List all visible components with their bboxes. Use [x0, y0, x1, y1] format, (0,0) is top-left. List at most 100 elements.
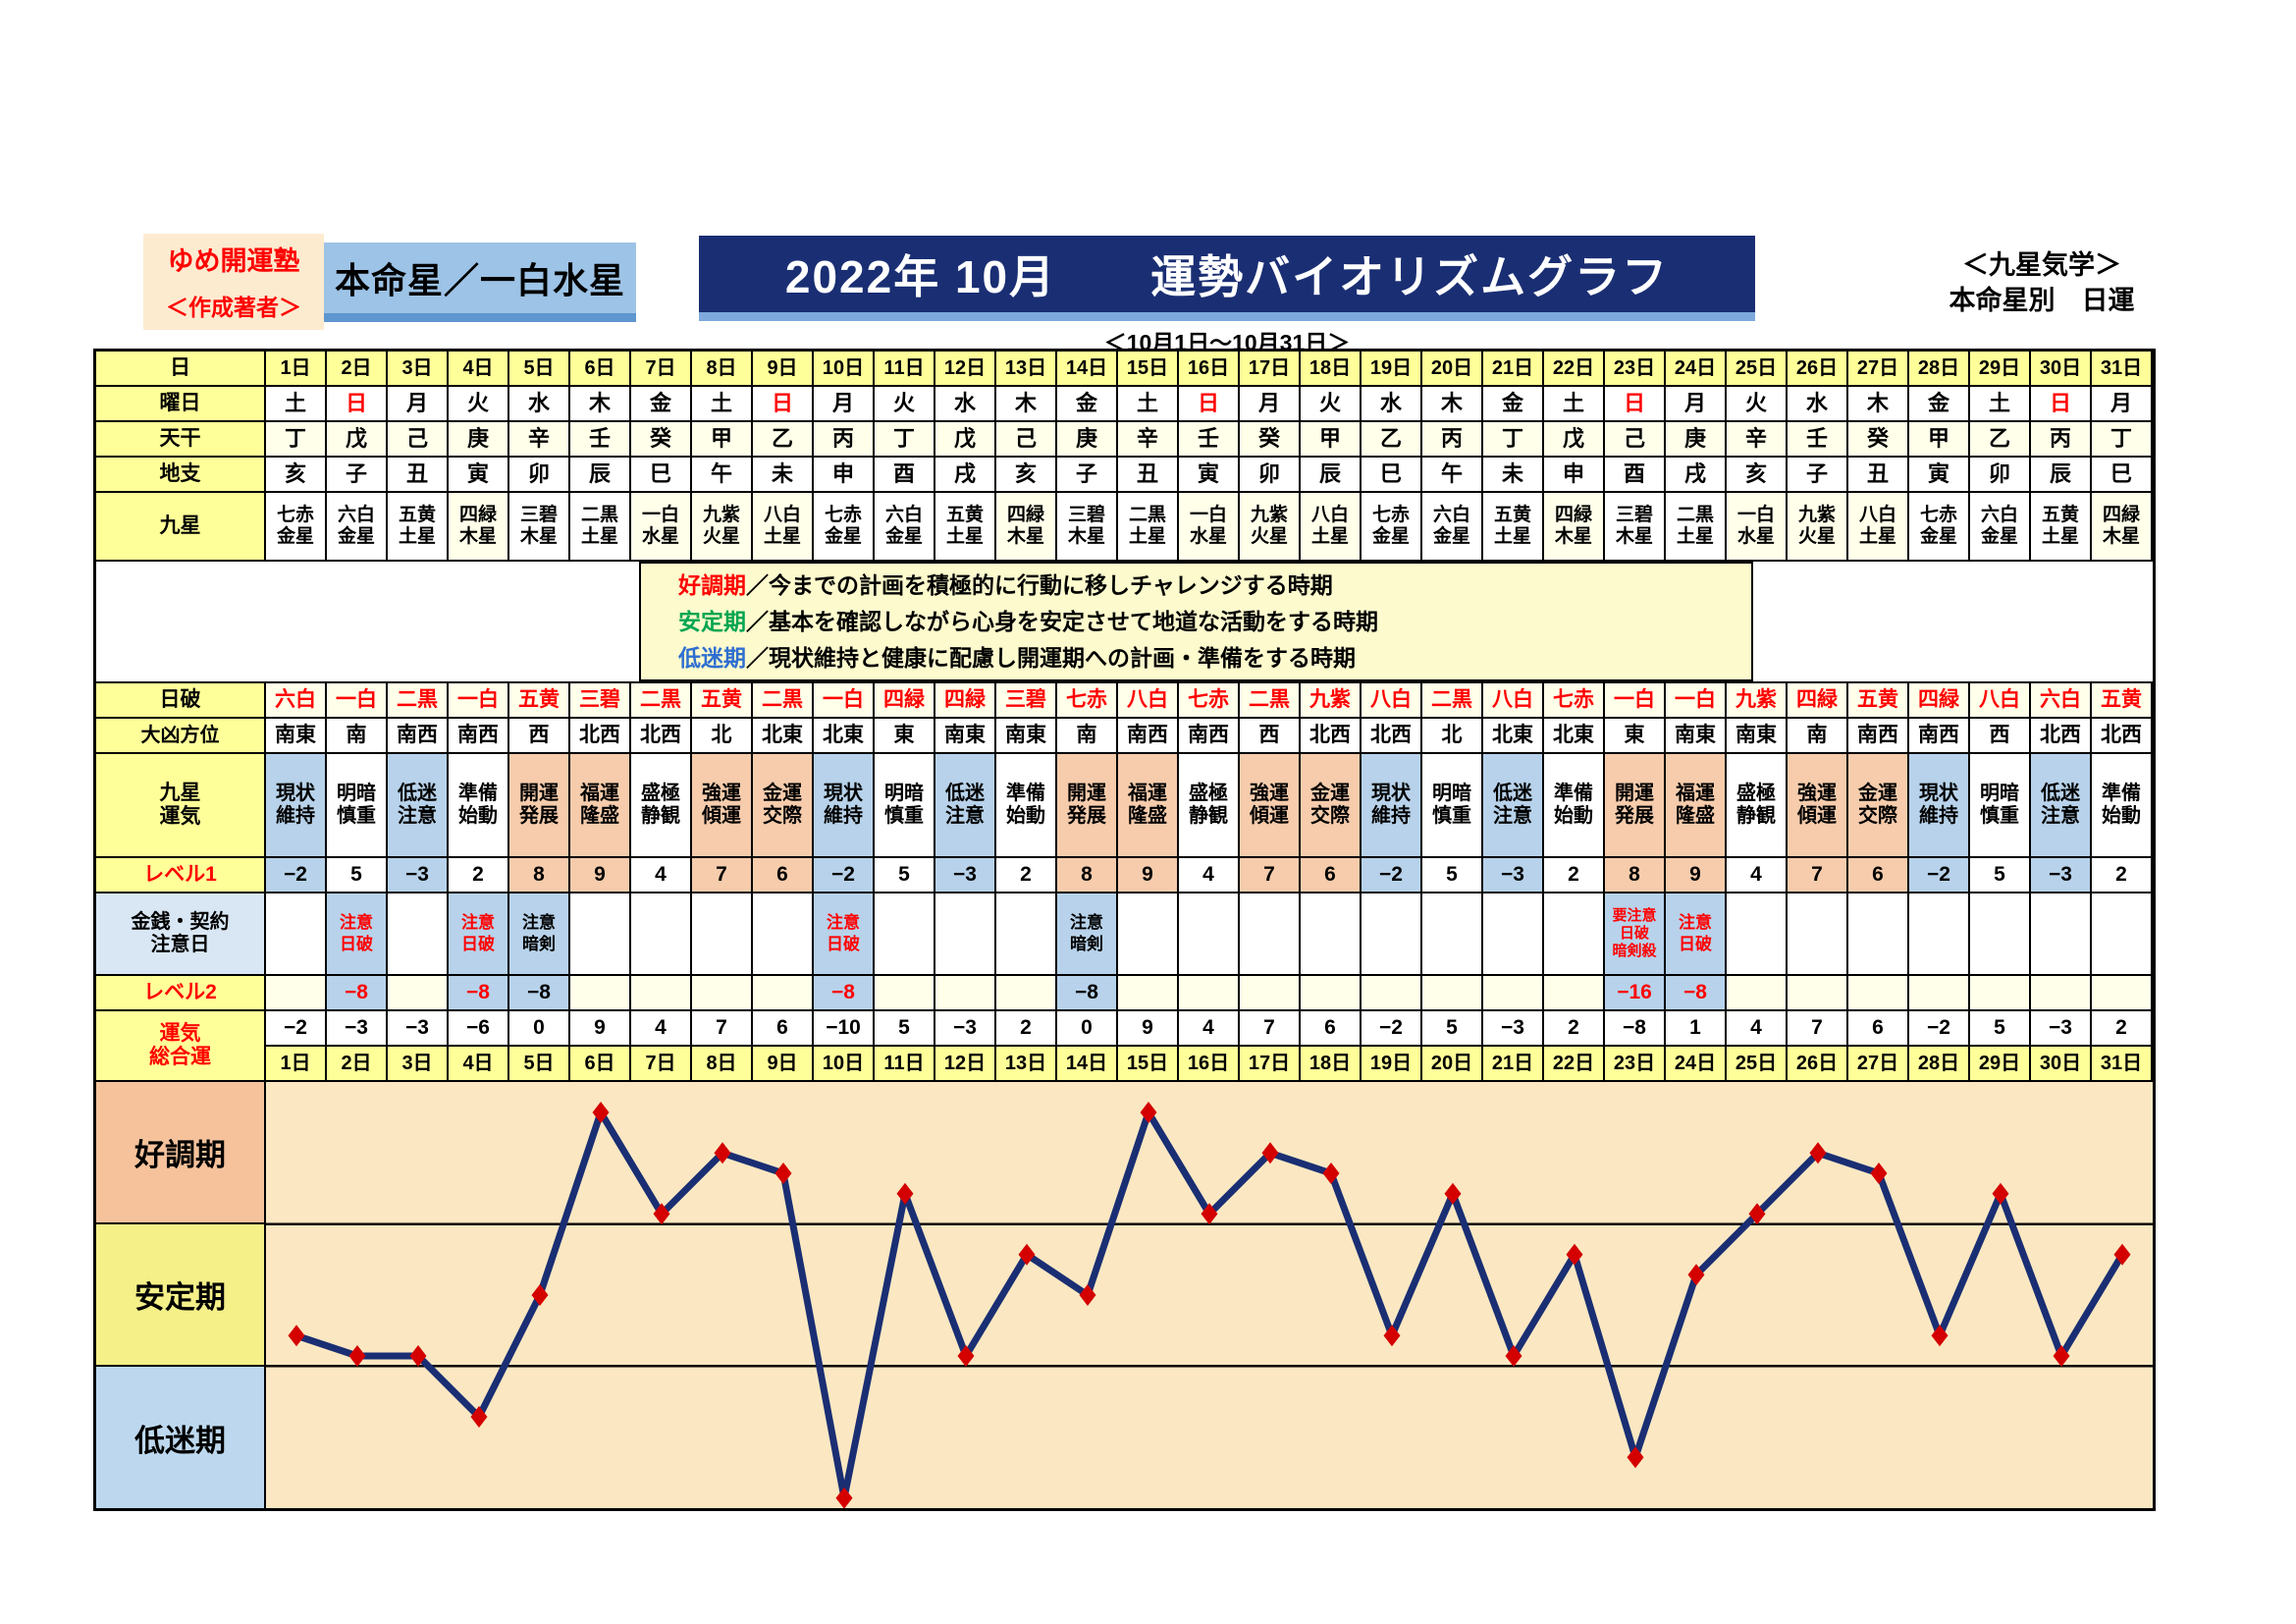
total-date-cell: 20日	[1422, 1047, 1483, 1082]
caution-cell	[1483, 893, 1544, 976]
star-cell: 四緑 木星	[996, 493, 1057, 562]
level2-cell: −8	[449, 976, 509, 1011]
nichiha-cell: 一白	[1605, 683, 1666, 719]
stem-cell: 乙	[1362, 422, 1422, 458]
level1-cell: 5	[875, 858, 935, 893]
caution-cell: 注意 日破	[449, 893, 509, 976]
total-date-cell: 17日	[1240, 1047, 1301, 1082]
fortune-cell: 開運 発展	[1057, 754, 1118, 858]
level1-cell: 5	[1422, 858, 1483, 893]
direction-cell: 東	[1605, 719, 1666, 754]
caution-cell	[875, 893, 935, 976]
nichiha-cell: 八白	[1970, 683, 2031, 719]
branch-cell: 寅	[449, 458, 509, 493]
caution-cell: 注意 暗剣	[509, 893, 570, 976]
caution-cell	[1301, 893, 1362, 976]
chart-marker	[1809, 1142, 1827, 1164]
row-stem: 天干 丁戊己庚辛壬癸甲乙丙丁戊己庚辛壬癸甲乙丙丁戊己庚辛壬癸甲乙丙丁	[96, 422, 2153, 458]
day-date-cell: 9日	[753, 352, 814, 387]
nichiha-cell: 四緑	[935, 683, 996, 719]
legend-line: 低迷期／現状維持と健康に配慮し開運期への計画・準備をする時期	[678, 640, 1751, 677]
branch-cell: 戌	[1666, 458, 1727, 493]
branch-cell: 申	[1544, 458, 1605, 493]
star-cell: 三碧 木星	[1605, 493, 1666, 562]
chart-marker	[348, 1345, 366, 1367]
level1-cell: −3	[1483, 858, 1544, 893]
weekday-cell: 土	[1118, 387, 1179, 422]
direction-cell: 西	[1240, 719, 1301, 754]
row-fortune: 九星 運気 現状 維持 明暗 慎重 低迷 注意 準備 始動 開運 発展 福運 隆盛 盛極 静…	[96, 754, 2153, 858]
row-star: 九星 七赤 金星 六白 金星 五黄 土星 四緑 木星 三碧 木星 二黒 土星 一白 水星 九紫…	[96, 493, 2153, 562]
nichiha-cell: 二黒	[1422, 683, 1483, 719]
total-date-cell: 5日	[509, 1047, 570, 1082]
weekday-cell: 火	[449, 387, 509, 422]
row-label-weekday: 曜日	[96, 387, 266, 422]
branch-cell: 丑	[1848, 458, 1909, 493]
total-date-cell: 24日	[1666, 1047, 1727, 1082]
nichiha-cell: 一白	[327, 683, 388, 719]
nichiha-cell: 四緑	[1909, 683, 1970, 719]
total-date-cell: 7日	[631, 1047, 692, 1082]
day-date-cell: 6日	[570, 352, 631, 387]
day-date-cell: 28日	[1909, 352, 1970, 387]
row-direction: 大凶方位 南東南南西 南西西北西 北西北北東 北東東南東 南東南南西 南西西北西 北西北北東…	[96, 719, 2153, 754]
star-cell: 五黄 土星	[1483, 493, 1544, 562]
weekday-cell: 金	[1057, 387, 1118, 422]
fortune-cell: 金運 交際	[1301, 754, 1362, 858]
star-cell: 七赤 金星	[1909, 493, 1970, 562]
star-cell: 二黒 土星	[570, 493, 631, 562]
level1-cell: −2	[266, 858, 327, 893]
day-date-cell: 19日	[1362, 352, 1422, 387]
level2-cell	[1909, 976, 1970, 1011]
stem-cell: 戊	[935, 422, 996, 458]
level1-cell: 6	[1301, 858, 1362, 893]
level2-cell	[692, 976, 753, 1011]
weekday-cell: 月	[388, 387, 449, 422]
direction-cell: 南東	[935, 719, 996, 754]
row-label-direction: 大凶方位	[96, 719, 266, 754]
total-date-cell: 21日	[1483, 1047, 1544, 1082]
weekday-cell: 木	[1848, 387, 1909, 422]
stem-cell: 庚	[1057, 422, 1118, 458]
weekday-cell: 金	[631, 387, 692, 422]
fortune-cell: 福運 隆盛	[1118, 754, 1179, 858]
total-value-cell: 7	[692, 1011, 753, 1047]
day-date-cell: 13日	[996, 352, 1057, 387]
direction-cell: 南東	[996, 719, 1057, 754]
biorhythm-graph: 好調期 安定期 低迷期	[96, 1082, 2153, 1509]
day-date-cell: 23日	[1605, 352, 1666, 387]
level1-cell: 5	[327, 858, 388, 893]
stem-cell: 乙	[753, 422, 814, 458]
fortune-cell: 強運 傾運	[1240, 754, 1301, 858]
star-cell: 四緑 木星	[449, 493, 509, 562]
total-date-cell: 27日	[1848, 1047, 1909, 1082]
level1-cell: 9	[1666, 858, 1727, 893]
row-label-nichiha: 日破	[96, 683, 266, 719]
total-value-cell: 9	[570, 1011, 631, 1047]
row-weekday: 曜日 土日月火水木金土日月火水木金土日月火水木金土日月火水木金土日月	[96, 387, 2153, 422]
total-date-cell: 11日	[875, 1047, 935, 1082]
nichiha-cell: 五黄	[692, 683, 753, 719]
total-date-cell: 8日	[692, 1047, 753, 1082]
nichiha-cell: 七赤	[1057, 683, 1118, 719]
level2-cell: −8	[1057, 976, 1118, 1011]
weekday-cell: 木	[1422, 387, 1483, 422]
direction-cell: 北	[692, 719, 753, 754]
band-label: 安定期	[96, 1224, 266, 1367]
biorhythm-plot	[266, 1082, 2153, 1509]
chart-marker	[1201, 1203, 1218, 1225]
level2-cell	[753, 976, 814, 1011]
total-value-cell: 2	[1544, 1011, 1605, 1047]
fortune-cell: 低迷 注意	[1483, 754, 1544, 858]
caution-cell	[1727, 893, 1788, 976]
day-date-cell: 16日	[1179, 352, 1240, 387]
direction-cell: 西	[1970, 719, 2031, 754]
level2-cell	[1727, 976, 1788, 1011]
publisher-box: ゆめ開運塾 ＜作成著者＞	[143, 234, 324, 330]
level1-cell: 8	[1605, 858, 1666, 893]
direction-cell: 北	[1422, 719, 1483, 754]
total-value-cell: −2	[1362, 1011, 1422, 1047]
stem-cell: 甲	[1301, 422, 1362, 458]
branch-cell: 午	[1422, 458, 1483, 493]
weekday-cell: 金	[1483, 387, 1544, 422]
